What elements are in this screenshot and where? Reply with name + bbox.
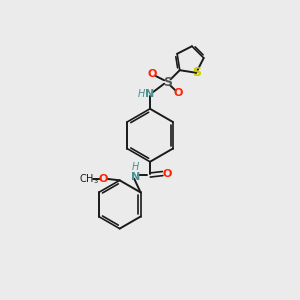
Text: S: S: [163, 76, 172, 89]
Text: S: S: [192, 66, 201, 79]
Text: N: N: [131, 172, 140, 182]
Text: H: H: [137, 89, 145, 99]
Text: O: O: [148, 69, 157, 79]
Text: O: O: [99, 174, 108, 184]
Text: O: O: [162, 169, 172, 178]
Text: N: N: [146, 89, 154, 99]
Text: O: O: [173, 88, 183, 98]
Text: CH$_3$: CH$_3$: [79, 172, 99, 186]
Text: H: H: [132, 162, 140, 172]
